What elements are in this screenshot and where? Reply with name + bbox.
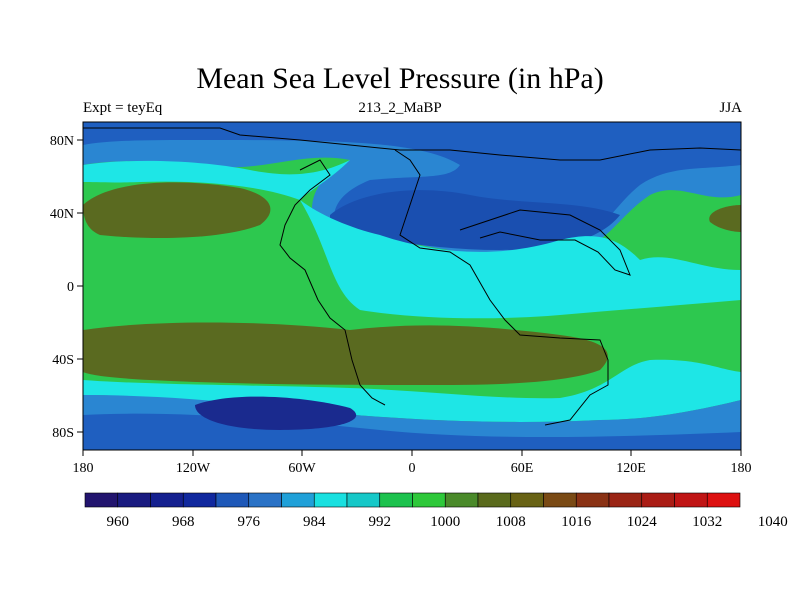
lon-axis: 180 120W 60W 0 60E 120E 180	[73, 450, 752, 476]
lon-label: 120W	[176, 461, 211, 476]
lat-label: 40S	[52, 353, 74, 368]
run-label: 213_2_MaBP	[358, 100, 442, 116]
lat-label: 40N	[50, 207, 74, 222]
north-atlantic-high	[83, 182, 271, 238]
colorbar-swatch	[215, 492, 250, 508]
lon-label: 120E	[616, 461, 646, 476]
colorbar-label: 960	[107, 514, 130, 530]
lon-label: 60W	[288, 461, 316, 476]
colorbar-label: 1032	[692, 514, 722, 530]
colorbar-label: 1040	[758, 514, 788, 530]
colorbar-swatch	[510, 492, 544, 508]
colorbar-label: 992	[369, 514, 392, 530]
experiment-label: Expt = teyEq	[83, 100, 163, 116]
colorbar-swatch	[346, 492, 381, 508]
colorbar-swatch	[706, 492, 741, 508]
coastline-africa-eurasia	[394, 149, 609, 426]
colorbar-swatch	[182, 492, 217, 508]
colorbar-swatch	[641, 492, 675, 508]
chart-title: Mean Sea Level Pressure (in hPa)	[196, 62, 604, 95]
equatorial-cyan	[300, 200, 741, 319]
coastline-americas	[279, 159, 386, 406]
lon-label: 60E	[511, 461, 534, 476]
colorbar-label: 1000	[430, 514, 460, 530]
colorbar-swatch	[575, 492, 610, 508]
colorbar-swatch	[313, 492, 348, 508]
colorbar: 960 968 976 984 992 1000 1008 1016 1024 1032 1040	[84, 492, 788, 530]
colorbar-swatch	[248, 492, 282, 508]
southern-high-belt	[83, 322, 608, 385]
colorbar-label: 1008	[496, 514, 526, 530]
southern-cyan-band	[83, 359, 741, 422]
colorbar-swatch	[150, 492, 184, 508]
lat-label: 0	[67, 280, 74, 295]
south-pacific-deep-low	[195, 396, 357, 430]
colorbar-swatch	[477, 492, 512, 508]
lon-label: 180	[731, 461, 752, 476]
north-pacific-high	[709, 205, 741, 232]
colorbar-label: 1016	[561, 514, 592, 530]
colorbar-swatch	[281, 492, 315, 508]
lon-label: 180	[73, 461, 94, 476]
coastline-asia	[459, 209, 631, 276]
colorbar-label: 968	[172, 514, 195, 530]
lat-axis: 80N 40N 0 40S 80S	[50, 134, 83, 441]
season-label: JJA	[719, 100, 742, 116]
colorbar-swatch	[444, 492, 479, 508]
colorbar-swatch	[608, 492, 643, 508]
lat-label: 80N	[50, 134, 74, 149]
colorbar-swatch	[543, 492, 577, 508]
coastlines	[83, 127, 741, 426]
pressure-field	[83, 122, 741, 450]
coastline-north	[83, 127, 741, 161]
colorbar-swatch	[674, 492, 708, 508]
lon-label: 0	[409, 461, 416, 476]
colorbar-swatch	[412, 492, 446, 508]
colorbar-label: 984	[303, 514, 326, 530]
colorbar-label: 1024	[627, 514, 658, 530]
north-dark-core	[330, 190, 620, 250]
colorbar-label: 976	[238, 514, 261, 530]
lat-label: 80S	[52, 426, 74, 441]
colorbar-swatch	[117, 492, 151, 508]
colorbar-swatch	[379, 492, 413, 508]
northwest-cyan-arm	[83, 160, 350, 200]
colorbar-swatch	[84, 492, 119, 508]
